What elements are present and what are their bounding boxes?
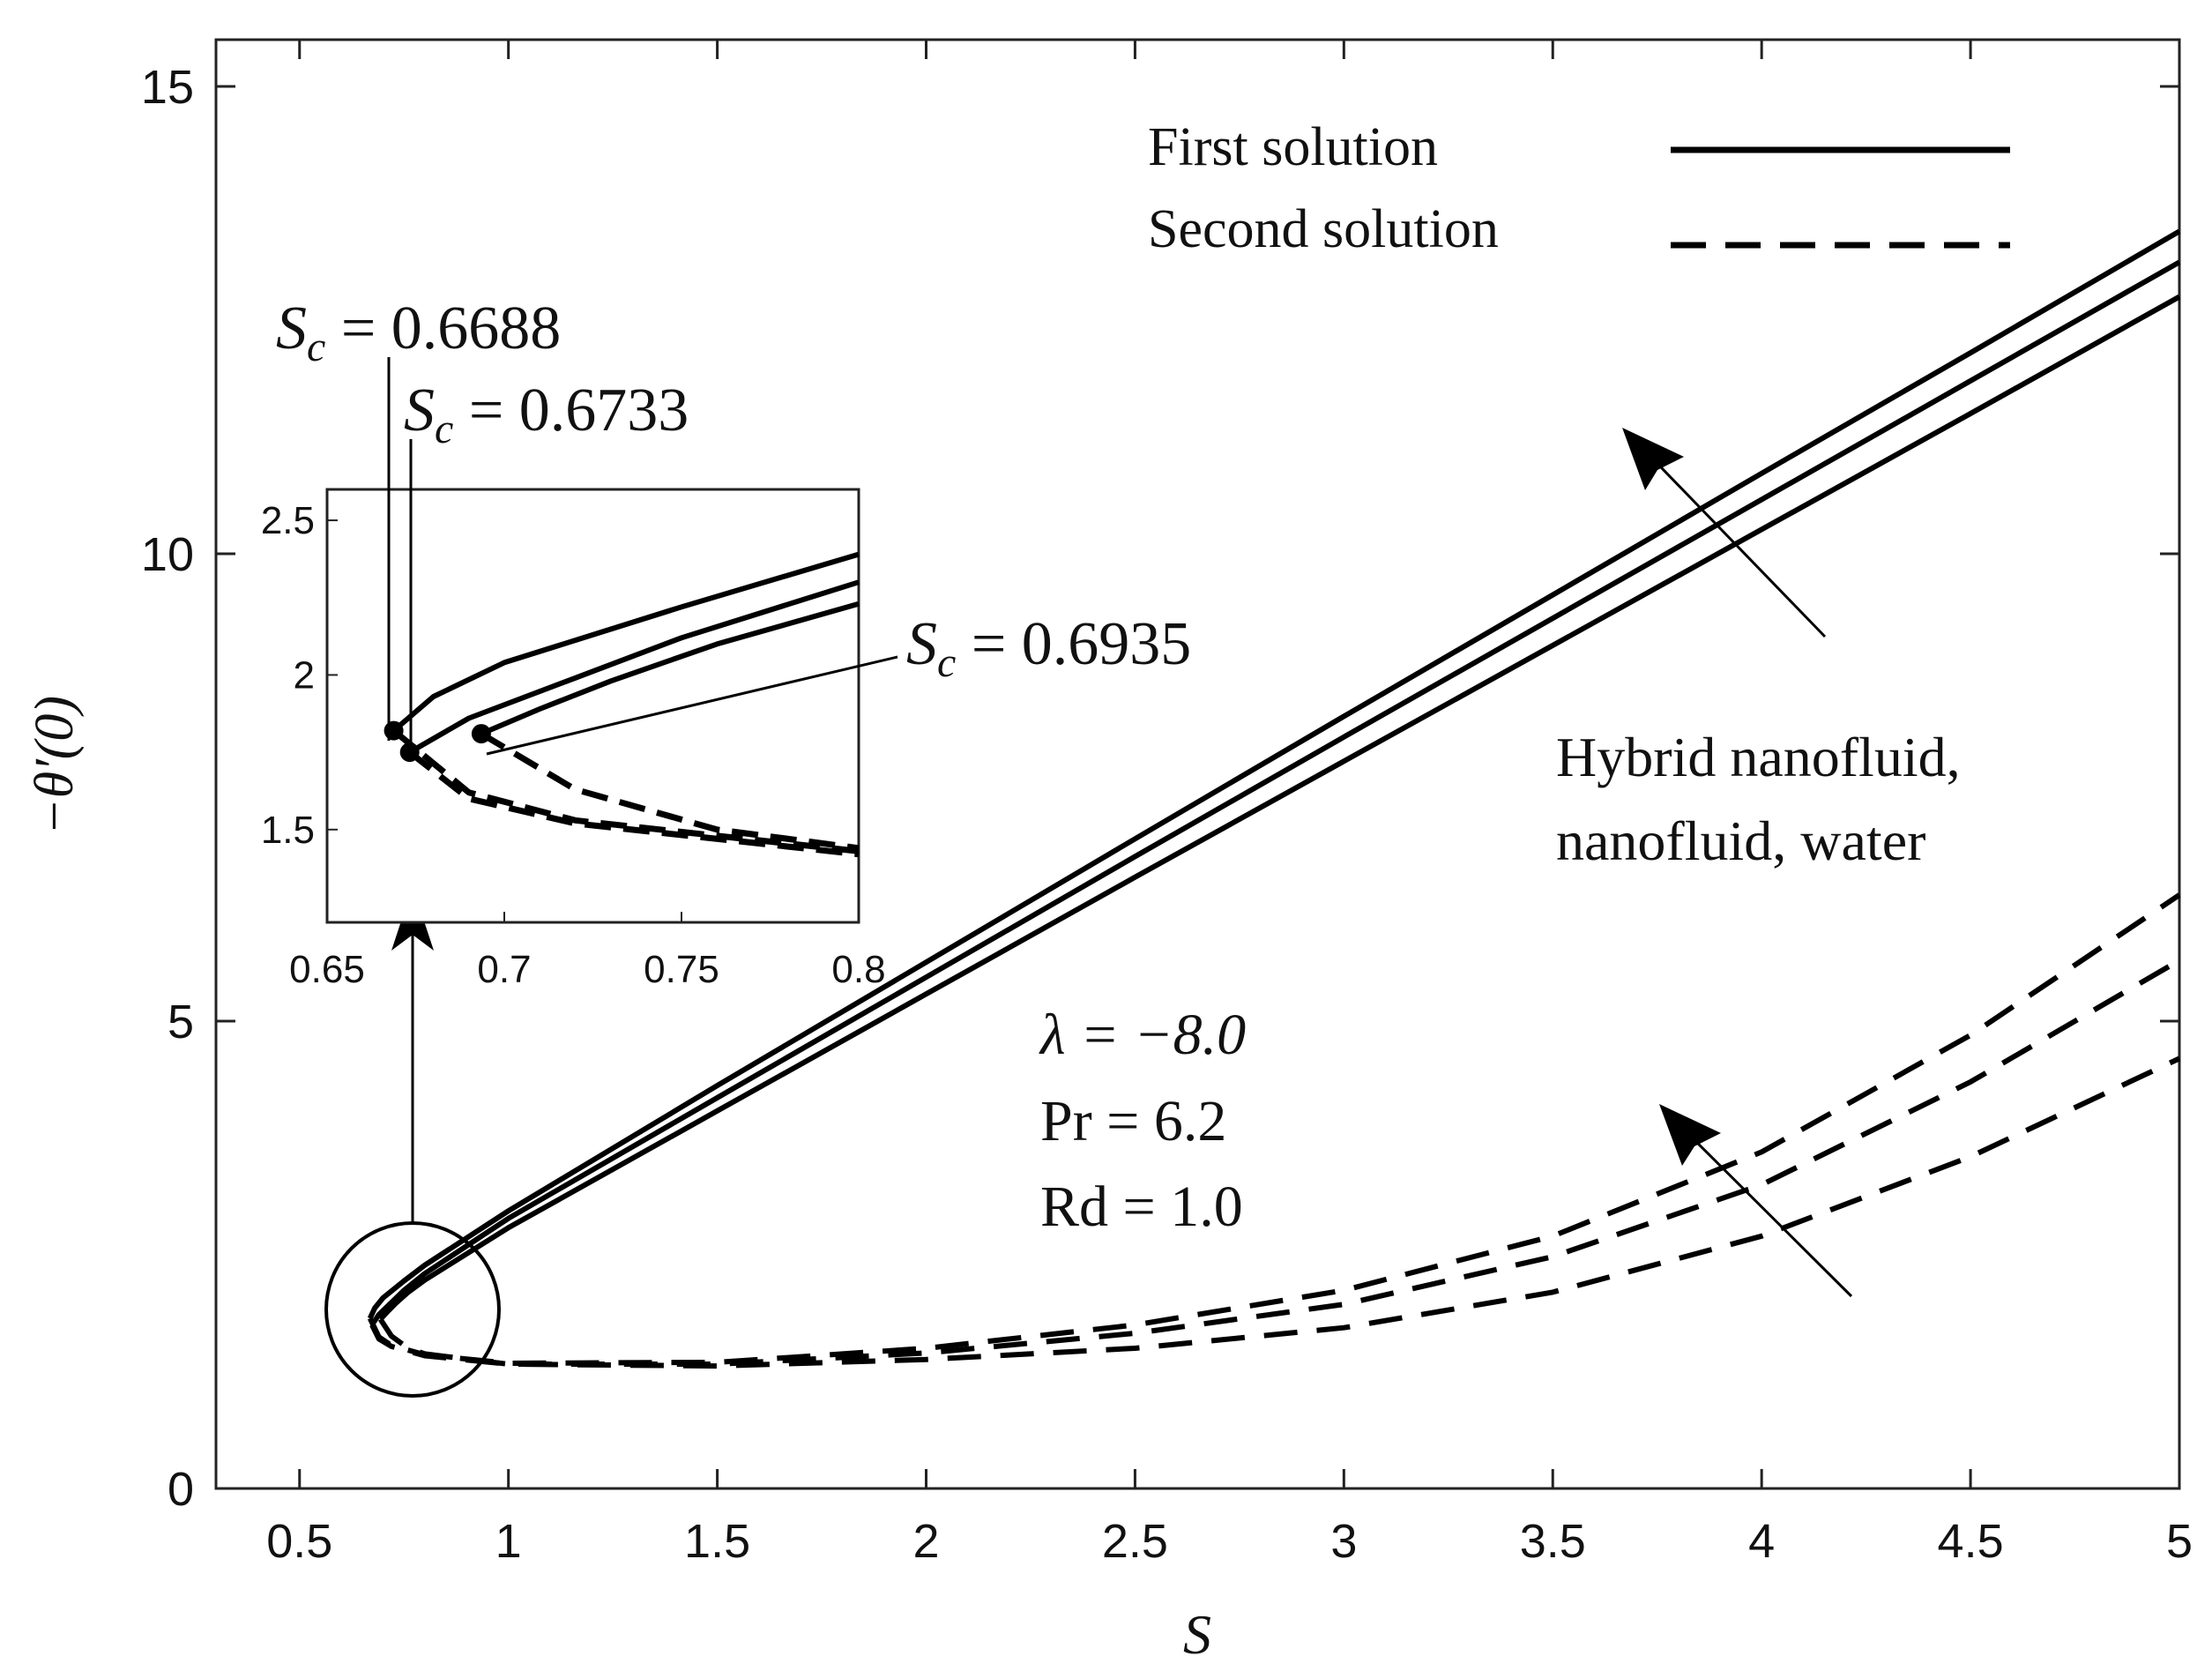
y-axis-label: −θ′(0) xyxy=(25,696,85,835)
zoom-region-circle xyxy=(324,1221,501,1398)
sc-label-0-6935-subscript: c xyxy=(937,639,956,686)
first-solution-trend-arrow xyxy=(1634,439,1827,638)
inset-y-tick-label: 2 xyxy=(294,653,315,697)
x-axis: 0.5 1 1.5 2 2.5 3 3.5 4 4.5 5 xyxy=(266,40,2193,1568)
inset-y-tick-label: 1.5 xyxy=(261,809,315,852)
first-solution-nanofluid xyxy=(369,259,2181,1327)
second-solution-arrowhead xyxy=(1659,1104,1721,1166)
inset-first-solution-nanofluid xyxy=(408,579,860,755)
param-rd: Rd = 1.0 xyxy=(1040,1175,1243,1239)
sc-label-0-6733: Sc = 0.6733 xyxy=(404,377,689,452)
inset-x-axis: 0.65 0.7 0.75 0.8 xyxy=(289,912,886,991)
param-lambda: λ = −8.0 xyxy=(1039,1003,1246,1067)
first-solution-arrowhead xyxy=(1622,428,1684,490)
fluid-order-label-line2: nanofluid, water xyxy=(1556,809,1925,872)
x-tick-label: 1.5 xyxy=(684,1515,750,1568)
inset-second-solution-nanofluid xyxy=(407,750,860,858)
x-tick-label: 0.5 xyxy=(266,1515,332,1568)
fluid-order-label-line1: Hybrid nanofluid, xyxy=(1556,726,1961,788)
sc-label-0-6935-symbol: S xyxy=(906,610,937,678)
second-solution-hybrid-nanofluid xyxy=(367,892,2181,1366)
x-tick-label: 5 xyxy=(2166,1515,2193,1568)
inset-x-tick-label: 0.8 xyxy=(831,948,885,991)
y-tick-label: 10 xyxy=(141,528,194,581)
y-tick-label: 15 xyxy=(141,61,194,114)
x-axis-label: S xyxy=(1183,1603,1211,1666)
inset-y-tick-label: 2.5 xyxy=(261,499,315,542)
sc-label-0-6733-subscript: c xyxy=(435,406,453,452)
legend-label-first-solution: First solution xyxy=(1148,117,1438,177)
first-solution-hybrid-nanofluid xyxy=(367,228,2181,1320)
sc-label-0-6688: Sc = 0.6688 xyxy=(276,295,561,370)
x-tick-label: 4.5 xyxy=(1938,1515,2004,1568)
inset-x-tick-label: 0.7 xyxy=(477,948,531,991)
plot-frame xyxy=(214,38,2181,1490)
second-solution-nanofluid xyxy=(369,958,2181,1367)
x-tick-label: 3.5 xyxy=(1520,1515,1586,1568)
x-tick-label: 4 xyxy=(1748,1515,1775,1568)
inset-first-solution-hybrid-nanofluid xyxy=(391,551,860,733)
inset-first-solution-water xyxy=(480,601,860,736)
main-plot-series xyxy=(367,228,2181,1369)
x-tick-label: 2.5 xyxy=(1102,1515,1168,1568)
sc-label-0-6688-symbol: S xyxy=(276,295,307,362)
sc-label-0-6733-symbol: S xyxy=(404,377,435,444)
param-pr: Pr = 6.2 xyxy=(1040,1089,1226,1153)
y-axis: 0 5 10 15 xyxy=(141,61,2179,1516)
inset-frame xyxy=(325,488,860,924)
sc-label-0-6688-subscript: c xyxy=(307,324,325,370)
inset-x-tick-label: 0.75 xyxy=(644,948,719,991)
legend: First solution Second solution xyxy=(1148,117,2010,259)
legend-label-second-solution: Second solution xyxy=(1148,199,1499,259)
inset-second-solution-water xyxy=(480,731,860,852)
second-solution-trend-arrow xyxy=(1671,1116,1853,1298)
y-tick-label: 5 xyxy=(168,996,194,1048)
x-tick-label: 2 xyxy=(912,1515,939,1568)
inset-x-tick-label: 0.65 xyxy=(289,948,365,991)
second-solution-water xyxy=(377,1056,2181,1369)
y-tick-label: 0 xyxy=(168,1463,194,1516)
x-tick-label: 1 xyxy=(495,1515,522,1568)
sc-label-0-6935-value: = 0.6935 xyxy=(956,610,1191,678)
critical-point-hybrid-nanofluid xyxy=(384,720,404,741)
sc-0-6935-leader xyxy=(486,655,898,756)
x-tick-label: 3 xyxy=(1330,1515,1357,1568)
critical-point-water xyxy=(471,724,491,744)
first-solution-water xyxy=(378,294,2181,1322)
sc-label-0-6688-value: = 0.6688 xyxy=(325,295,561,362)
sc-label-0-6935: Sc = 0.6935 xyxy=(906,610,1191,686)
sc-label-0-6733-value: = 0.6733 xyxy=(453,377,689,444)
inset-y-axis: 1.5 2 2.5 xyxy=(261,499,338,852)
